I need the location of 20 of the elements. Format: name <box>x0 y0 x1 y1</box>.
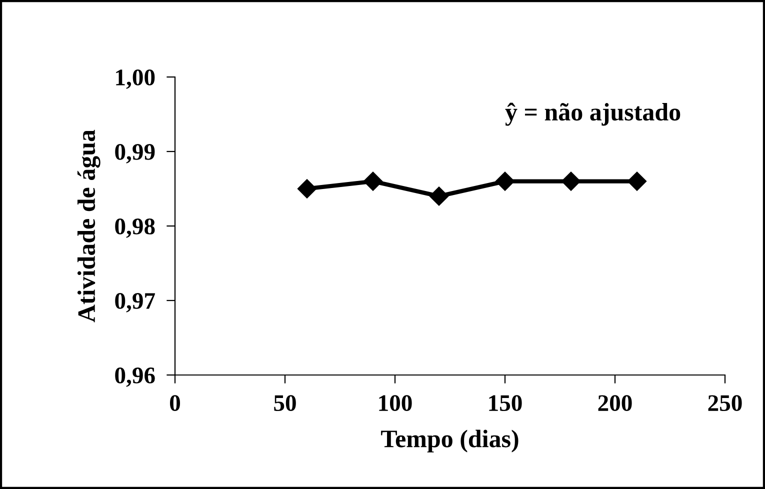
x-tick-label: 150 <box>489 395 522 412</box>
x-tick-label: 100 <box>379 395 412 412</box>
x-tick-label: 200 <box>598 395 632 412</box>
annotation: ŷ = não ajustado <box>505 102 680 126</box>
y-tick-label: 0,97 <box>115 292 155 312</box>
y-tick-label: 0,99 <box>115 144 155 164</box>
point <box>561 172 581 191</box>
y-tick-label: 0,98 <box>115 218 155 238</box>
point <box>495 172 515 191</box>
x-tick-label: 0 <box>170 395 180 412</box>
x-tick-label: 50 <box>274 395 296 412</box>
y-tick-label: 1,00 <box>116 69 155 89</box>
y-tick-label: 0,96 <box>115 367 155 387</box>
point <box>363 172 383 191</box>
point <box>429 186 449 206</box>
x-axis-title: Tempo (dias) <box>381 430 518 452</box>
point <box>627 172 647 191</box>
point <box>297 179 317 198</box>
y-axis-title: Atividade de água <box>77 130 100 322</box>
x-tick-label: 250 <box>708 395 742 412</box>
